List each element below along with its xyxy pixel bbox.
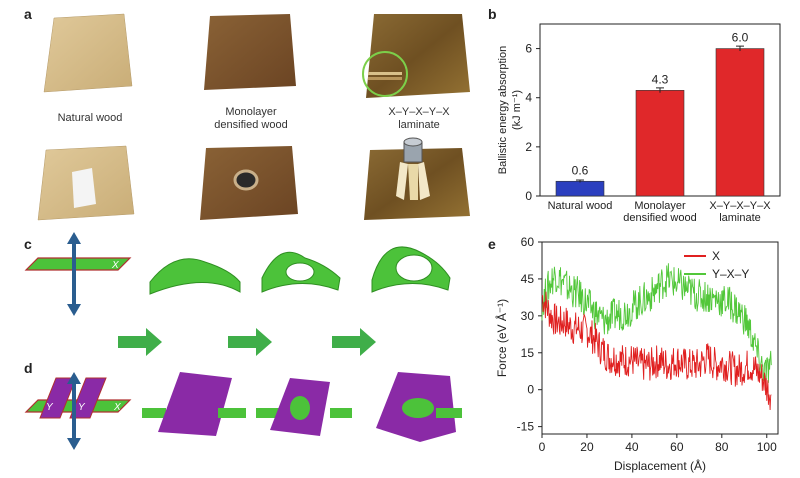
series-line-y-x-y — [541, 263, 772, 383]
x-tick-label: 40 — [625, 440, 639, 454]
line-chart-series — [541, 263, 772, 411]
y-tick-label: 60 — [521, 235, 535, 249]
natural-wood-hole — [72, 168, 96, 208]
panel-label-c: c — [24, 236, 32, 252]
schematic-c-d: X Y Y X — [24, 232, 462, 450]
densified-wood-board — [204, 14, 296, 90]
svg-text:X: X — [111, 260, 119, 271]
y-tick-label: 4 — [525, 91, 532, 105]
y-axis-label: Ballistic energy absorption — [497, 46, 509, 174]
y-tick-label: 0 — [525, 189, 532, 203]
series-line-x — [541, 291, 772, 411]
panel-a-photos — [37, 13, 470, 221]
panel-c-monolayer: X — [24, 232, 132, 316]
x-tick-label: 80 — [715, 440, 729, 454]
natural-wood-board — [43, 13, 133, 93]
x-tick-label: 100 — [757, 440, 777, 454]
y-tick-label: 6 — [525, 42, 532, 56]
x-category-label: Natural wood — [548, 200, 613, 212]
panel-label-d: d — [24, 360, 33, 376]
svg-text:Y: Y — [78, 402, 86, 413]
legend-label: Y–X–Y — [712, 267, 749, 281]
panel-c-deformation-steps — [149, 246, 451, 295]
y-axis-units: (kJ m⁻¹) — [511, 90, 523, 130]
x-category-label: X–Y–X–Y–X — [709, 200, 771, 212]
x-axis-label: Displacement (Å) — [614, 458, 706, 473]
caption-natural-wood: Natural wood — [57, 112, 123, 124]
y-tick-label: 0 — [527, 383, 534, 397]
x-category-label: laminate — [719, 212, 761, 224]
bar-chart-bars — [555, 45, 765, 197]
caption-monolayer-densified-wood: Monolayer densified wood — [214, 106, 288, 131]
laminate-edge-layers — [368, 72, 402, 80]
panel-label-e: e — [488, 236, 496, 252]
y-axis-label: Force (eV Å⁻¹) — [494, 299, 509, 377]
y-tick-label: 30 — [521, 309, 535, 323]
laminate-projectile — [396, 137, 430, 200]
laminate-board — [366, 14, 470, 98]
x-tick-label: 0 — [539, 440, 546, 454]
line-chart-axes: 0 20 40 60 80 100 -15 0 15 30 45 60 Displacement (Å)… — [494, 235, 779, 473]
x-category-label: Monolayer — [634, 200, 686, 212]
y-tick-label: -15 — [517, 420, 535, 434]
line-chart-e: 0 20 40 60 80 100 -15 0 15 30 45 60 Displacement (Å)… — [494, 235, 779, 473]
x-category-label: densified wood — [623, 212, 696, 224]
panel-d-deformation-steps — [142, 372, 462, 442]
step-arrows — [118, 328, 376, 356]
svg-text:X: X — [113, 402, 121, 413]
panel-label-b: b — [488, 6, 497, 22]
svg-text:Y: Y — [46, 402, 54, 413]
bar-value-label: 0.6 — [572, 163, 589, 177]
densified-wood-hole — [233, 169, 259, 191]
bar-value-label: 4.3 — [652, 72, 669, 86]
laminate-highlight-circle — [362, 51, 408, 97]
line-chart-legend: X Y–X–Y — [684, 249, 749, 281]
y-tick-label: 45 — [521, 272, 535, 286]
x-tick-label: 20 — [580, 440, 594, 454]
panel-d-laminate: Y Y X — [24, 372, 132, 450]
panel-label-a: a — [24, 6, 32, 22]
bar — [635, 90, 685, 197]
bar-value-label: 6.0 — [732, 31, 749, 45]
bar — [715, 48, 765, 197]
x-tick-label: 60 — [670, 440, 684, 454]
line-chart-frame — [541, 241, 779, 435]
y-tick-label: 15 — [521, 346, 535, 360]
y-tick-label: 2 — [525, 140, 532, 154]
legend-label: X — [712, 249, 720, 263]
caption-laminate: X–Y–X–Y–X laminate — [388, 106, 450, 131]
bar — [555, 180, 605, 197]
